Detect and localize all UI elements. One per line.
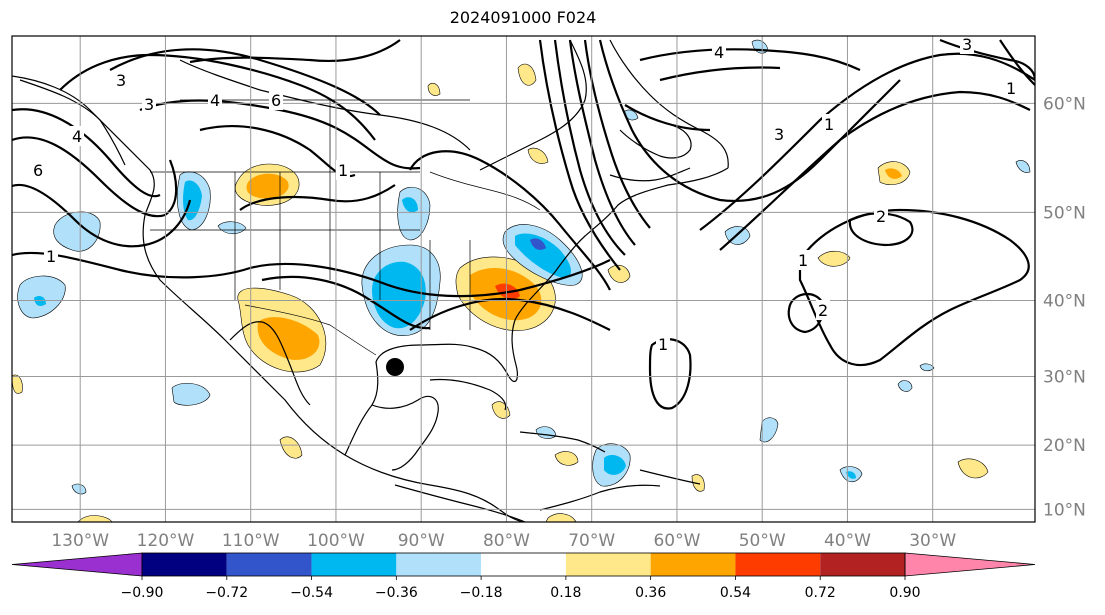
lon-tick-label: 130°W bbox=[51, 531, 109, 551]
map-title: 2024091000 F024 bbox=[449, 8, 597, 27]
colorbar-segment bbox=[142, 553, 227, 576]
contour-label: 1 bbox=[338, 161, 348, 180]
latitude-tick-labels: 60°N 50°N 40°N 30°N 20°N 10°N bbox=[1043, 94, 1086, 520]
gridlines bbox=[12, 36, 1035, 522]
colorbar-tick-label: −0.54 bbox=[290, 585, 333, 601]
colorbar-segment bbox=[311, 553, 397, 576]
lon-tick-label: 30°W bbox=[909, 531, 956, 551]
colorbar-tick-label: 0.18 bbox=[550, 585, 581, 601]
lat-tick-label: 20°N bbox=[1043, 436, 1086, 456]
colorbar-extend-high bbox=[904, 552, 1036, 577]
colorbar-tick-label: −0.72 bbox=[205, 585, 248, 601]
contour-label: 3 bbox=[774, 125, 784, 144]
colorbar: −0.90 −0.72 −0.54 −0.36 −0.18 0.18 0.36 0.54 0.7… bbox=[11, 552, 1036, 601]
lon-tick-label: 80°W bbox=[483, 531, 530, 551]
colorbar-tick-label: 0.54 bbox=[720, 585, 751, 601]
contour-label: 4 bbox=[210, 91, 220, 110]
lat-tick-label: 10°N bbox=[1043, 500, 1086, 520]
colorbar-segment bbox=[650, 553, 736, 576]
lon-tick-label: 120°W bbox=[137, 531, 195, 551]
colorbar-segment bbox=[820, 553, 905, 576]
contour-label: 6 bbox=[33, 161, 43, 180]
contour-label: 3 bbox=[144, 95, 154, 114]
colorbar-segment bbox=[735, 553, 821, 576]
longitude-tick-labels: 130°W 120°W 110°W 100°W 90°W 80°W 70°W 60°W 50°W… bbox=[51, 531, 956, 551]
colorbar-tick-label: −0.18 bbox=[460, 585, 503, 601]
contour-label: 1 bbox=[1006, 79, 1016, 98]
lat-tick-label: 30°N bbox=[1043, 367, 1086, 387]
colorbar-tick-label: −0.90 bbox=[121, 585, 164, 601]
lon-tick-label: 100°W bbox=[307, 531, 365, 551]
colorbar-segment bbox=[226, 553, 312, 576]
colorbar-extend-low bbox=[11, 552, 143, 577]
lat-tick-label: 50°N bbox=[1043, 203, 1086, 223]
contour-label: 4 bbox=[72, 127, 82, 146]
lon-tick-label: 50°W bbox=[739, 531, 786, 551]
contour-label: 2 bbox=[876, 207, 886, 226]
contour-lines bbox=[12, 38, 1035, 410]
colorbar-tick-label: 0.90 bbox=[889, 585, 920, 601]
colorbar-segment bbox=[481, 553, 566, 576]
colorbar-segment bbox=[396, 553, 482, 576]
contour-label: 6 bbox=[271, 91, 281, 110]
storm-position-marker bbox=[386, 358, 404, 376]
colorbar-tick-label: 0.72 bbox=[805, 585, 836, 601]
contour-label: 1 bbox=[46, 247, 56, 266]
colorbar-tick-label: −0.36 bbox=[375, 585, 418, 601]
colorbar-segment bbox=[565, 553, 651, 576]
lon-tick-label: 90°W bbox=[398, 531, 445, 551]
negative-anomaly-shading bbox=[17, 39, 1031, 495]
lat-tick-label: 60°N bbox=[1043, 94, 1086, 114]
lon-tick-label: 40°W bbox=[824, 531, 871, 551]
contour-label: 1 bbox=[658, 335, 668, 354]
lon-tick-label: 70°W bbox=[568, 531, 615, 551]
lon-tick-label: 60°W bbox=[653, 531, 700, 551]
map-frame bbox=[11, 35, 1036, 523]
colorbar-tick-label: 0.36 bbox=[635, 585, 666, 601]
contour-label: 4 bbox=[714, 43, 724, 62]
contour-label: 3 bbox=[116, 71, 126, 90]
colorbar-outline bbox=[141, 552, 906, 577]
contour-label: 2 bbox=[818, 301, 828, 320]
lat-tick-label: 40°N bbox=[1043, 291, 1086, 311]
contour-label: 3 bbox=[962, 35, 972, 54]
coastlines bbox=[12, 39, 729, 522]
contour-labels: 3 3 4 6 6 4 4 3 3 1 1 1 1 2 2 1 1 bbox=[31, 35, 1018, 354]
lon-tick-label: 110°W bbox=[222, 531, 280, 551]
contour-label: 1 bbox=[798, 251, 808, 270]
contour-label: 1 bbox=[824, 115, 834, 134]
